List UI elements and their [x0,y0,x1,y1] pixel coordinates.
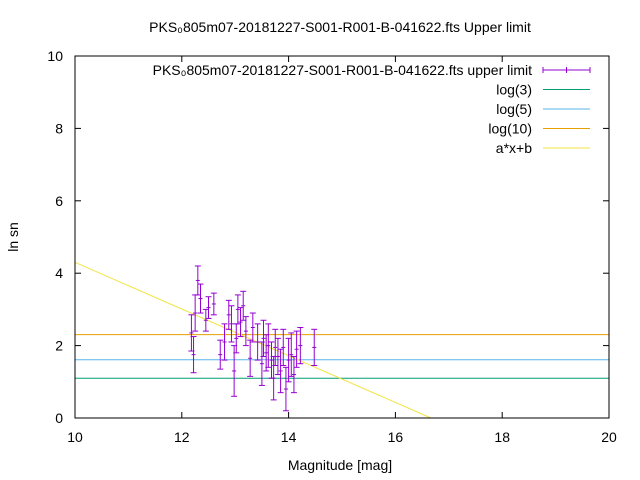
plot-frame [74,55,610,419]
data-point [242,316,249,347]
data-point [202,308,209,332]
y-tick-label: 6 [55,193,63,209]
data-point [297,327,304,365]
data-point [293,330,300,368]
x-tick-label: 12 [174,429,190,445]
data-point [290,355,297,394]
legend-label: a*x+b [496,140,532,156]
x-tick-label: 10 [67,429,83,445]
data-point [234,294,241,325]
x-tick-label: 18 [494,429,510,445]
y-tick-label: 2 [55,338,63,354]
data-point [277,348,284,394]
data-point [274,337,281,376]
data-point [190,336,197,374]
data-point [272,328,279,367]
legend: PKS₀805m07-20181227-S001-R001-B-041622.f… [153,62,591,156]
data-point [282,366,289,412]
data-point [268,341,275,379]
data-point [280,328,287,367]
x-tick-label: 16 [388,429,404,445]
data-point [285,337,292,383]
axis-ticks: 10 12 14 16 18 20 0 2 4 6 8 10 [47,48,617,445]
data-point [288,332,295,377]
legend-label: log(5) [496,101,532,117]
data-point [260,319,267,357]
y-axis-label: ln sn [5,222,21,252]
data-points [188,265,318,412]
y-tick-label: 0 [55,410,63,426]
x-tick-label: 14 [281,429,297,445]
data-point [265,323,272,368]
data-point [249,312,256,343]
legend-label: log(10) [488,121,532,137]
y-tick-label: 4 [55,265,63,281]
data-point [194,265,201,296]
data-point [247,339,254,377]
x-tick-label: 20 [601,429,617,445]
data-point [217,339,224,370]
reference-lines [75,334,609,379]
y-tick-label: 10 [47,48,63,64]
data-point [221,323,228,361]
data-point [225,299,232,330]
y-tick-label: 8 [55,120,63,136]
data-point [228,305,235,343]
data-point [311,328,318,367]
data-point [197,283,204,314]
x-axis-label: Magnitude [mag] [288,457,392,473]
legend-label: PKS₀805m07-20181227-S001-R001-B-041622.f… [153,62,532,78]
data-point [240,290,247,321]
legend-label: log(3) [496,82,532,98]
data-point [263,334,270,372]
data-point [205,296,212,319]
chart-title: PKS₀805m07-20181227-S001-R001-B-041622.f… [149,19,531,35]
data-point [210,292,217,316]
data-point [237,307,244,338]
